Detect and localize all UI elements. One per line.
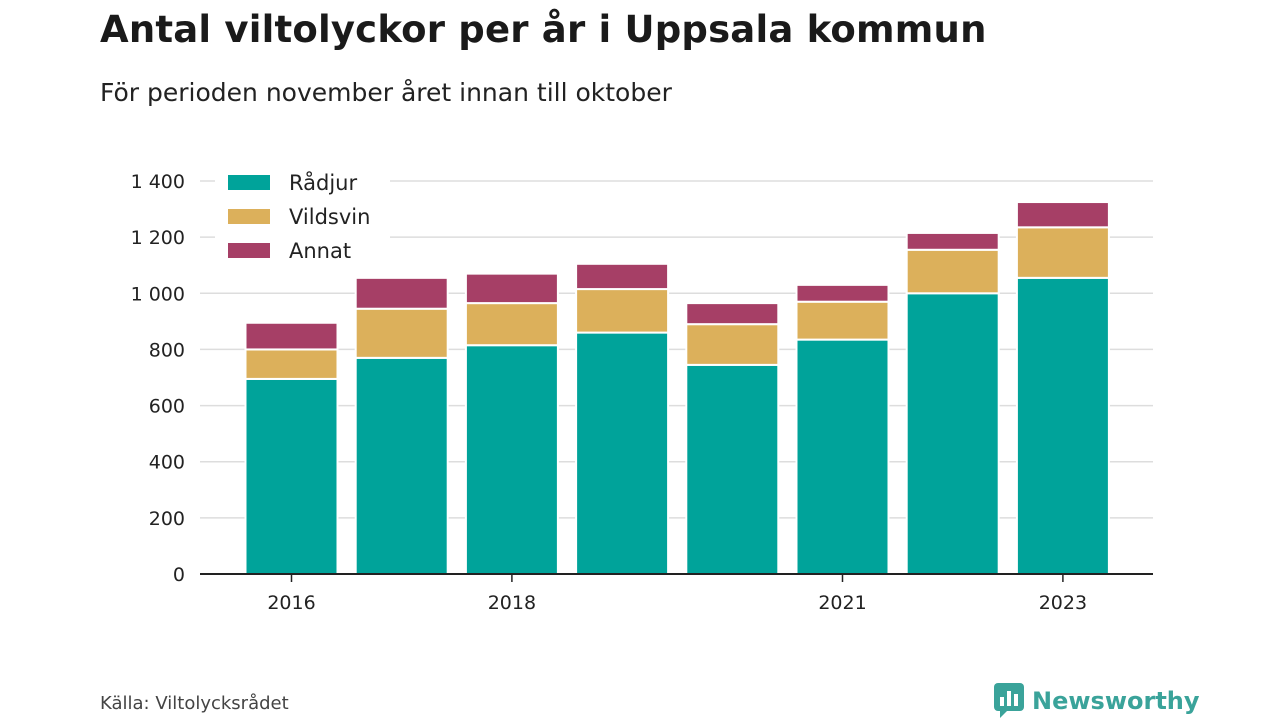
y-tick-label: 0: [173, 564, 185, 586]
y-tick-label: 600: [149, 396, 185, 418]
bar-chart-speech-bubble-icon: [994, 683, 1024, 718]
bar-segment: [464, 272, 559, 305]
bar-segment: [905, 248, 1000, 295]
bar-segment: [575, 331, 670, 576]
bar-segment: [464, 302, 559, 347]
legend: Rådjur Vildsvin Annat: [215, 163, 390, 270]
bar-segment: [795, 283, 890, 303]
bar-segment: [244, 377, 339, 575]
x-tick-label: 2016: [267, 592, 315, 614]
y-tick-label: 200: [149, 508, 185, 530]
bar-segment: [244, 348, 339, 380]
bar-segment: [685, 323, 780, 366]
bar-segment: [354, 307, 449, 359]
bars: [244, 201, 1110, 576]
bar-segment: [795, 300, 890, 341]
bar-segment: [354, 356, 449, 575]
y-tick-label: 400: [149, 452, 185, 474]
y-tick-label: 800: [149, 339, 185, 361]
source-note: Källa: Viltolycksrådet: [100, 693, 289, 714]
bar-segment: [244, 321, 339, 351]
brand-name: Newsworthy: [1032, 687, 1200, 715]
x-tick-label: 2018: [488, 592, 536, 614]
chart-title: Antal viltolyckor per år i Uppsala kommu…: [100, 8, 987, 51]
legend-label: Vildsvin: [289, 205, 370, 229]
x-tick-label: 2023: [1039, 592, 1087, 614]
bar-segment: [464, 344, 559, 576]
bar-segment: [905, 231, 1000, 251]
bar-segment: [685, 302, 780, 326]
legend-label: Annat: [289, 239, 351, 263]
bar-segment: [795, 338, 890, 575]
bar-segment: [905, 292, 1000, 575]
brand-logo: Newsworthy: [994, 683, 1200, 719]
y-tick-label: 1 200: [131, 227, 185, 249]
x-axis-ticks: 2016 2018 2021 2023: [267, 574, 1087, 614]
legend-swatch: [228, 243, 270, 258]
bar-segment: [1015, 201, 1110, 229]
bar-segment: [354, 276, 449, 310]
legend-swatch: [228, 209, 270, 224]
y-axis-ticks: 0 200 400 600 800 1 000 1 200 1 400: [131, 171, 185, 586]
bar-segment: [575, 262, 670, 291]
legend-swatch: [228, 175, 270, 190]
bar-segment: [1015, 276, 1110, 575]
chart-subtitle: För perioden november året innan till ok…: [100, 78, 672, 107]
y-tick-label: 1 000: [131, 283, 185, 305]
legend-label: Rådjur: [289, 170, 357, 195]
y-tick-label: 1 400: [131, 171, 185, 193]
x-tick-label: 2021: [818, 592, 866, 614]
bar-segment: [1015, 226, 1110, 279]
bar-segment: [575, 288, 670, 334]
bar-segment: [685, 363, 780, 575]
